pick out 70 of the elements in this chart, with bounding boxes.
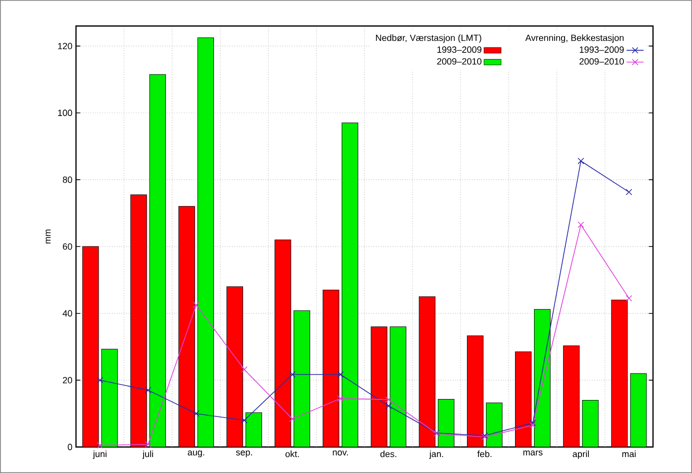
point: [530, 420, 536, 426]
point: [241, 366, 248, 373]
point: [530, 422, 536, 429]
point: [192, 302, 200, 308]
x-tick-label: sep.: [236, 450, 252, 458]
legend-label: 2009–2010: [437, 58, 482, 65]
point: [337, 371, 344, 378]
legend-label: 1993–2009: [437, 46, 482, 53]
bar: [178, 206, 195, 447]
x-tick-label: juni: [92, 450, 106, 459]
bar: [534, 309, 551, 447]
legend-title: Nedbør, Værstasjon (LMT): [376, 34, 482, 43]
bar: [130, 194, 147, 447]
x-tick-label: aug.: [188, 450, 204, 458]
x-tick-label: feb.: [477, 450, 492, 458]
x-tick-label: jan.: [429, 450, 444, 459]
point: [144, 386, 152, 394]
y-tick-label: 40: [62, 310, 72, 317]
x-tick-label: mars: [523, 450, 542, 456]
y-tick-label: 80: [62, 176, 72, 183]
point: [578, 158, 584, 164]
bar: [322, 290, 340, 447]
point: [578, 222, 584, 228]
x-tick-label: nov.: [332, 450, 348, 456]
point: [626, 295, 632, 302]
point: [289, 371, 296, 378]
bar: [418, 296, 436, 447]
point: [241, 417, 248, 424]
point: [626, 188, 632, 196]
y-axis-title: mm: [46, 230, 51, 244]
bar: [82, 246, 99, 447]
annotation: Avrenning, Bekkestasjon: [525, 34, 624, 43]
bar: [226, 286, 244, 447]
y-tick-label: 120: [58, 42, 72, 50]
bar: [630, 373, 647, 447]
x-tick-label: juli: [142, 450, 154, 459]
y-tick-label: 100: [58, 110, 72, 116]
point: [337, 395, 344, 402]
bar: [390, 326, 406, 447]
point: [96, 442, 104, 449]
legend-label: 2009–2010: [580, 58, 624, 65]
point: [144, 441, 152, 448]
legend-label: 1993–2009: [580, 46, 624, 53]
bar: [611, 300, 628, 447]
bar: [274, 240, 292, 447]
bar: [294, 310, 310, 447]
y-tick-label: 0: [68, 444, 72, 450]
bar: [101, 348, 118, 447]
bar: [466, 335, 484, 447]
point: [192, 410, 200, 417]
point: [96, 376, 104, 384]
point: [385, 396, 392, 403]
bar: [515, 352, 532, 447]
point: [289, 416, 296, 422]
x-tick-label: okt.: [286, 450, 299, 458]
point: [385, 402, 392, 410]
x-tick-label: des.: [380, 450, 396, 458]
bar: [563, 346, 580, 447]
bar: [342, 122, 358, 447]
y-tick-label: 20: [62, 376, 72, 384]
bar: [438, 398, 454, 447]
bar: [370, 326, 388, 447]
x-tick-label: mai: [622, 450, 636, 458]
x-tick-label: april: [572, 450, 589, 459]
bar: [582, 400, 599, 447]
y-tick-label: 60: [62, 243, 72, 250]
bar: [149, 74, 166, 447]
bar: [197, 37, 214, 447]
bar: [246, 412, 262, 447]
bar: [486, 402, 502, 447]
